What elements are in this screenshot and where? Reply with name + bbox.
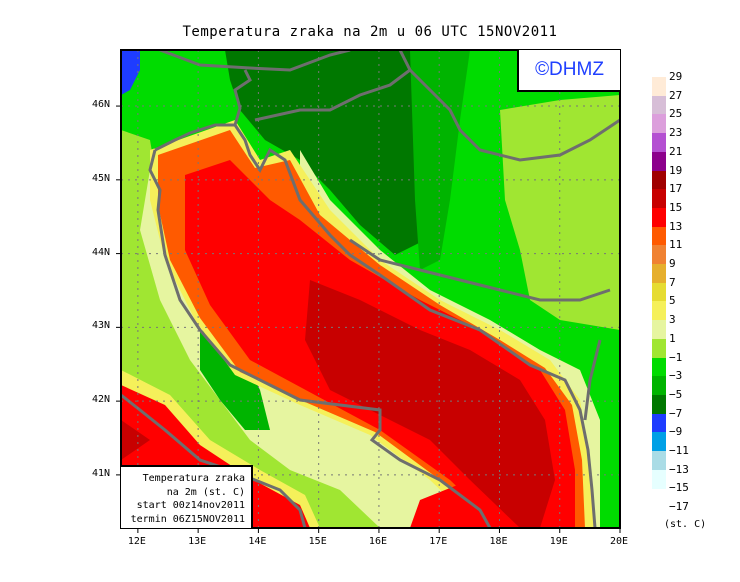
grid-lines [121,50,620,528]
legend-label: −11 [669,444,689,457]
legend-label: 15 [669,200,683,214]
legend-label: 19 [669,163,683,177]
map-frame [120,49,621,529]
mid-green-north [410,50,470,270]
x-tick-label: 14E [248,536,267,547]
legend-color-box [652,413,666,433]
italy-land-light [121,130,470,528]
legend-color-box [652,226,666,246]
legend-color-box [652,301,666,321]
legend-color-box [652,133,666,153]
legend-color-box [652,114,666,134]
y-tick-label: 46N [92,99,111,111]
x-tick-label: 12E [127,536,146,547]
dhmz-logo: ©DHMZ [517,50,620,92]
legend-label: −5 [669,387,683,401]
sea-dark-red [305,280,555,528]
legend-color-box [652,95,666,115]
legend-color-box [652,394,666,415]
y-tick-label: 44N [92,246,111,258]
legend-color-box [652,189,666,209]
legend-color-box [652,77,666,97]
legend-label: −9 [669,425,683,439]
x-tick-label: 13E [188,536,207,547]
y-tick-label: 43N [92,320,111,332]
legend-color-box [652,207,666,228]
legend-label: −17 [669,500,689,514]
italy-green-patch [200,330,270,430]
legend-color-box [652,264,666,284]
tyrrhenian-dark-red [121,420,150,460]
legend-label: 7 [669,275,676,289]
legend-label: −3 [669,369,683,383]
info-line: na 2m (st. C) [166,486,245,498]
legend-label: 25 [669,107,683,121]
legend-color-box [652,245,666,265]
legend-label: 21 [669,144,683,158]
legend-color-box [652,432,666,452]
legend-color-box [652,320,666,340]
legend-label: 11 [669,238,683,252]
coastlines-and-borders [121,50,620,528]
info-line: Temperatura zraka [142,473,245,484]
legend-color-box [652,338,666,358]
legend-label: 9 [669,257,676,270]
legend-color-box [652,451,666,471]
legend-label: −13 [669,462,689,476]
legend-label: 5 [669,294,676,308]
legend-label: −1 [669,350,683,364]
legend-label: 17 [669,182,683,196]
legend-color-box [652,170,666,190]
dark-green-north [225,50,425,255]
south-sea-red [410,480,520,528]
x-tick-label: 20E [610,536,629,547]
x-tick-label: 18E [489,536,508,547]
y-tick-label: 45N [92,172,111,184]
legend-color-box [652,151,666,171]
x-tick-label: 17E [429,536,448,547]
legend-color-box [652,376,666,396]
legend-color-box [652,469,666,489]
legend-units: (st. C) [664,519,707,530]
legend-label: 3 [669,313,676,327]
y-tick-label: 42N [92,394,111,406]
x-tick-label: 15E [308,536,327,547]
legend-color-box [652,357,666,377]
info-line: start 00z14nov2011 [136,500,245,511]
legend-label: 13 [669,219,683,233]
info-box: Temperatura zraka na 2m (st. C) start 00… [121,465,253,528]
legend-label: 23 [669,126,683,140]
legend-label: 27 [669,88,683,102]
legend-label: −7 [669,406,683,420]
blue-corner [121,50,140,95]
x-tick-label: 19E [549,536,568,547]
info-line: termin 06Z15NOV2011 [130,513,245,525]
x-tick-label: 16E [368,536,387,547]
legend-label: 29 [669,70,683,83]
legend-label: −15 [669,481,689,495]
map-title: Temperatura zraka na 2m u 06 UTC 15NOV20… [182,24,558,40]
legend-label: 1 [669,331,676,345]
legend-color-box [652,282,666,302]
y-tick-label: 41N [92,467,111,479]
